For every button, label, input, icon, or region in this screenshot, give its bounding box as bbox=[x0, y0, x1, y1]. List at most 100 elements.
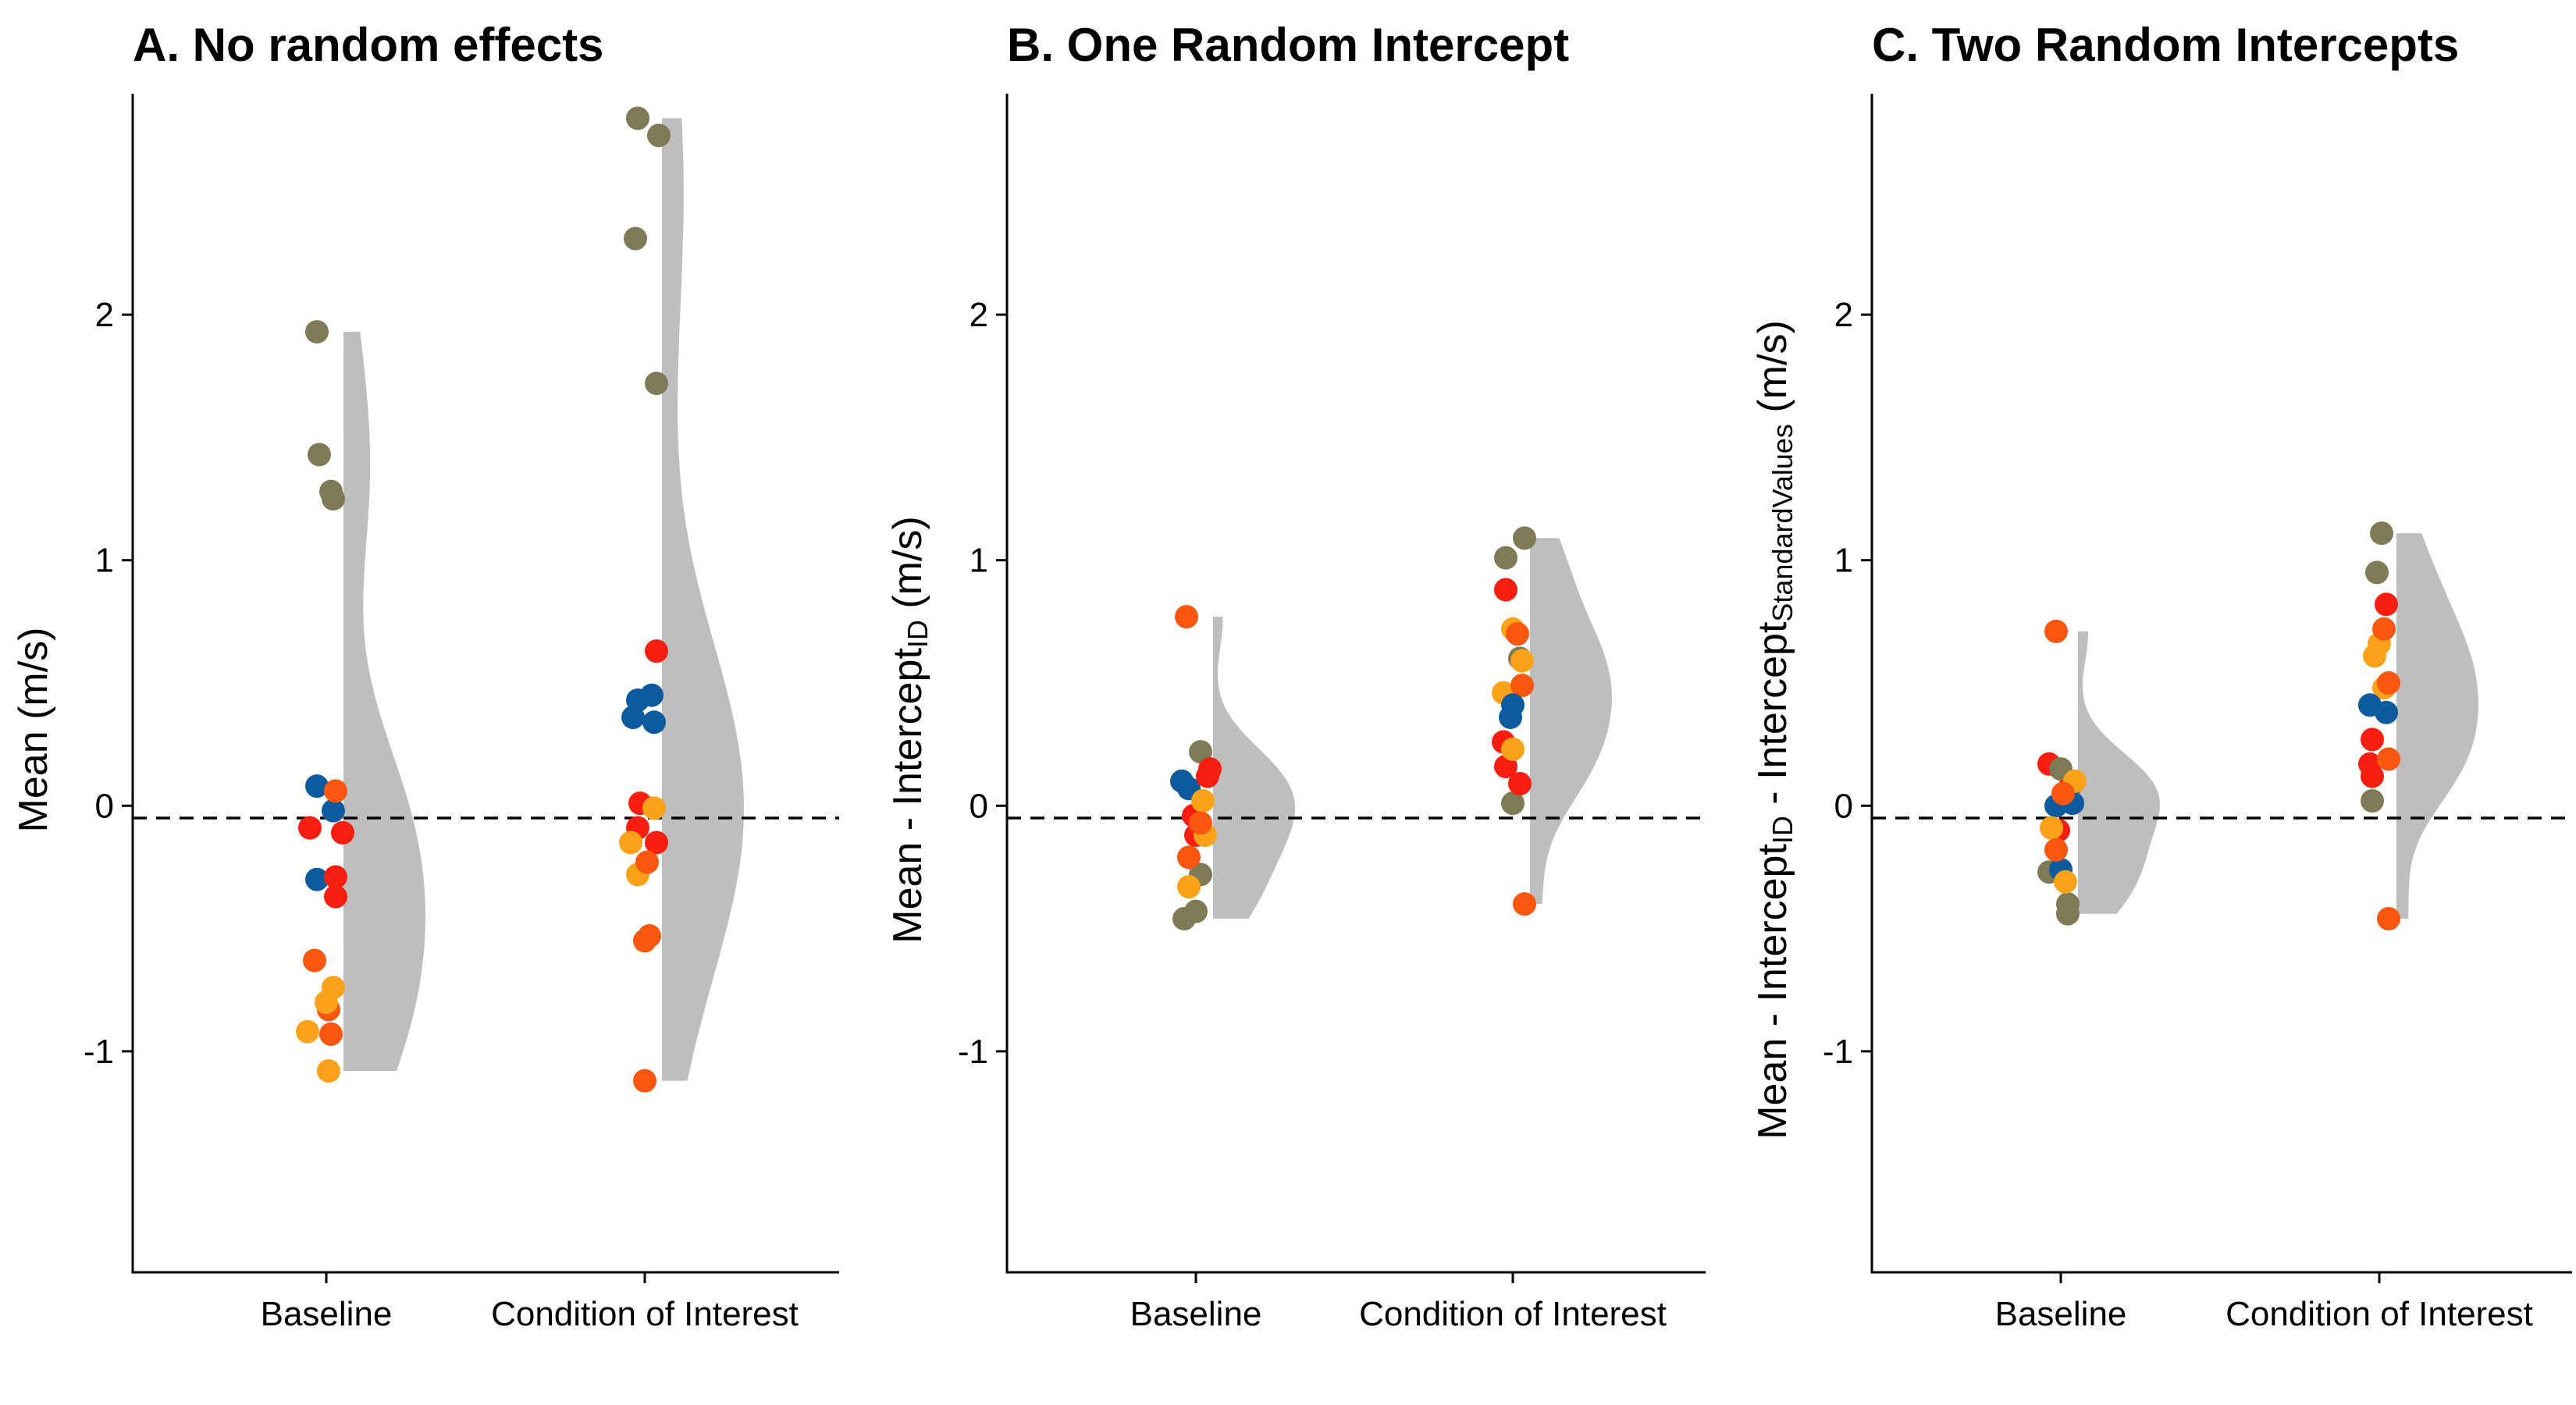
y-tick-label: 1 bbox=[1834, 542, 1853, 580]
data-point bbox=[645, 831, 668, 855]
data-point bbox=[642, 710, 666, 735]
data-point bbox=[1494, 546, 1517, 570]
data-point bbox=[2361, 764, 2384, 788]
data-point bbox=[1189, 811, 1212, 835]
y-tick-label: -1 bbox=[84, 1033, 114, 1071]
data-point bbox=[626, 106, 649, 130]
data-point bbox=[324, 884, 347, 909]
data-point bbox=[315, 991, 338, 1014]
data-point bbox=[305, 774, 329, 799]
data-point bbox=[1494, 578, 1517, 602]
data-point bbox=[2377, 671, 2400, 695]
data-point bbox=[1175, 605, 1198, 629]
data-point bbox=[1501, 791, 1525, 816]
panel-title: A. No random effects bbox=[133, 19, 603, 71]
data-point bbox=[2375, 592, 2398, 617]
y-axis-title: Mean - InterceptID - InterceptStandardVa… bbox=[1750, 320, 1799, 1140]
data-point bbox=[1501, 737, 1525, 761]
data-point bbox=[324, 779, 347, 803]
violin-baseline bbox=[1213, 617, 1295, 919]
data-point bbox=[331, 820, 354, 845]
data-point bbox=[1510, 674, 1534, 698]
data-point bbox=[2044, 838, 2068, 862]
data-point bbox=[645, 639, 668, 663]
data-point bbox=[1172, 907, 1196, 930]
y-tick-label: 0 bbox=[970, 787, 988, 825]
panel-b: B. One Random Intercept -1 0 1 2 Baseline Cond… bbox=[885, 19, 1706, 1333]
y-axis-title-part: Mean - Intercept bbox=[1750, 844, 1795, 1140]
violin-condition bbox=[2396, 533, 2478, 919]
x-tick-label: Condition of Interest bbox=[491, 1295, 799, 1333]
data-point bbox=[2361, 789, 2384, 813]
data-point bbox=[1513, 526, 1536, 550]
y-tick-label: 1 bbox=[95, 542, 114, 580]
data-point bbox=[1189, 740, 1212, 764]
y-axis-title-part: - Intercept bbox=[1750, 621, 1795, 816]
panel-title: B. One Random Intercept bbox=[1007, 19, 1569, 71]
data-point bbox=[647, 123, 671, 148]
data-point bbox=[1177, 845, 1201, 870]
data-point bbox=[303, 948, 326, 973]
data-point bbox=[619, 831, 642, 855]
data-point bbox=[1499, 706, 1522, 729]
data-point bbox=[1177, 875, 1201, 899]
data-point bbox=[1510, 649, 1534, 673]
panel-c: C. Two Random Intercepts -1 0 1 2 Baseline Con… bbox=[1750, 19, 2572, 1333]
x-tick-label: Baseline bbox=[261, 1295, 393, 1333]
y-tick-label: -1 bbox=[1823, 1033, 1853, 1071]
panel-a: A. No random effects -1 0 1 2 Baseline Conditi… bbox=[11, 19, 839, 1333]
y-tick-label: 0 bbox=[95, 787, 114, 825]
data-point bbox=[1506, 622, 1529, 646]
data-point bbox=[305, 320, 329, 344]
data-point bbox=[633, 1069, 656, 1093]
y-tick-label: -1 bbox=[958, 1033, 988, 1071]
x-tick-label: Condition of Interest bbox=[2226, 1295, 2533, 1333]
data-point bbox=[298, 816, 322, 840]
data-point bbox=[2377, 907, 2400, 930]
data-point bbox=[1508, 772, 1532, 795]
data-point bbox=[640, 683, 664, 707]
data-point bbox=[322, 799, 345, 823]
data-point bbox=[2054, 870, 2077, 894]
data-point bbox=[2056, 902, 2080, 926]
data-point bbox=[624, 226, 647, 251]
data-point bbox=[1191, 789, 1215, 813]
x-tick-label: Condition of Interest bbox=[1359, 1295, 1667, 1333]
y-axis-title-part: (m/s) bbox=[1750, 320, 1795, 424]
x-tick-label: Baseline bbox=[1130, 1295, 1262, 1333]
data-point bbox=[308, 443, 331, 467]
data-point bbox=[2372, 617, 2396, 641]
y-axis-title-part: Mean (m/s) bbox=[11, 628, 56, 833]
data-point bbox=[2044, 619, 2068, 643]
violin-baseline bbox=[343, 332, 425, 1072]
data-point bbox=[2361, 727, 2384, 752]
violin-condition bbox=[662, 118, 744, 1081]
y-tick-label: 0 bbox=[1834, 787, 1853, 825]
y-axis-title: Mean (m/s) bbox=[11, 628, 56, 833]
data-point bbox=[645, 372, 668, 396]
data-point bbox=[319, 1022, 343, 1046]
data-point bbox=[2370, 521, 2393, 546]
data-point bbox=[2051, 781, 2075, 806]
data-point bbox=[1513, 892, 1536, 916]
data-point bbox=[1196, 764, 1219, 788]
data-point bbox=[635, 850, 659, 874]
data-point bbox=[324, 865, 347, 889]
y-axis-title: Mean - InterceptID (m/s) bbox=[885, 516, 934, 943]
data-point bbox=[322, 487, 345, 511]
y-tick-label: 2 bbox=[1834, 296, 1853, 334]
data-point bbox=[621, 706, 645, 729]
y-tick-label: 2 bbox=[95, 296, 114, 334]
data-point bbox=[2040, 816, 2063, 840]
data-point bbox=[2375, 700, 2398, 724]
data-point bbox=[2377, 747, 2400, 771]
y-tick-label: 2 bbox=[970, 296, 988, 334]
y-axis-title-part: Mean - Intercept bbox=[885, 648, 930, 944]
y-tick-label: 1 bbox=[970, 542, 988, 580]
violin-condition bbox=[1530, 538, 1612, 905]
panel-title: C. Two Random Intercepts bbox=[1872, 19, 2459, 71]
data-point bbox=[305, 867, 329, 891]
data-point bbox=[296, 1019, 319, 1044]
x-tick-label: Baseline bbox=[1995, 1295, 2127, 1333]
